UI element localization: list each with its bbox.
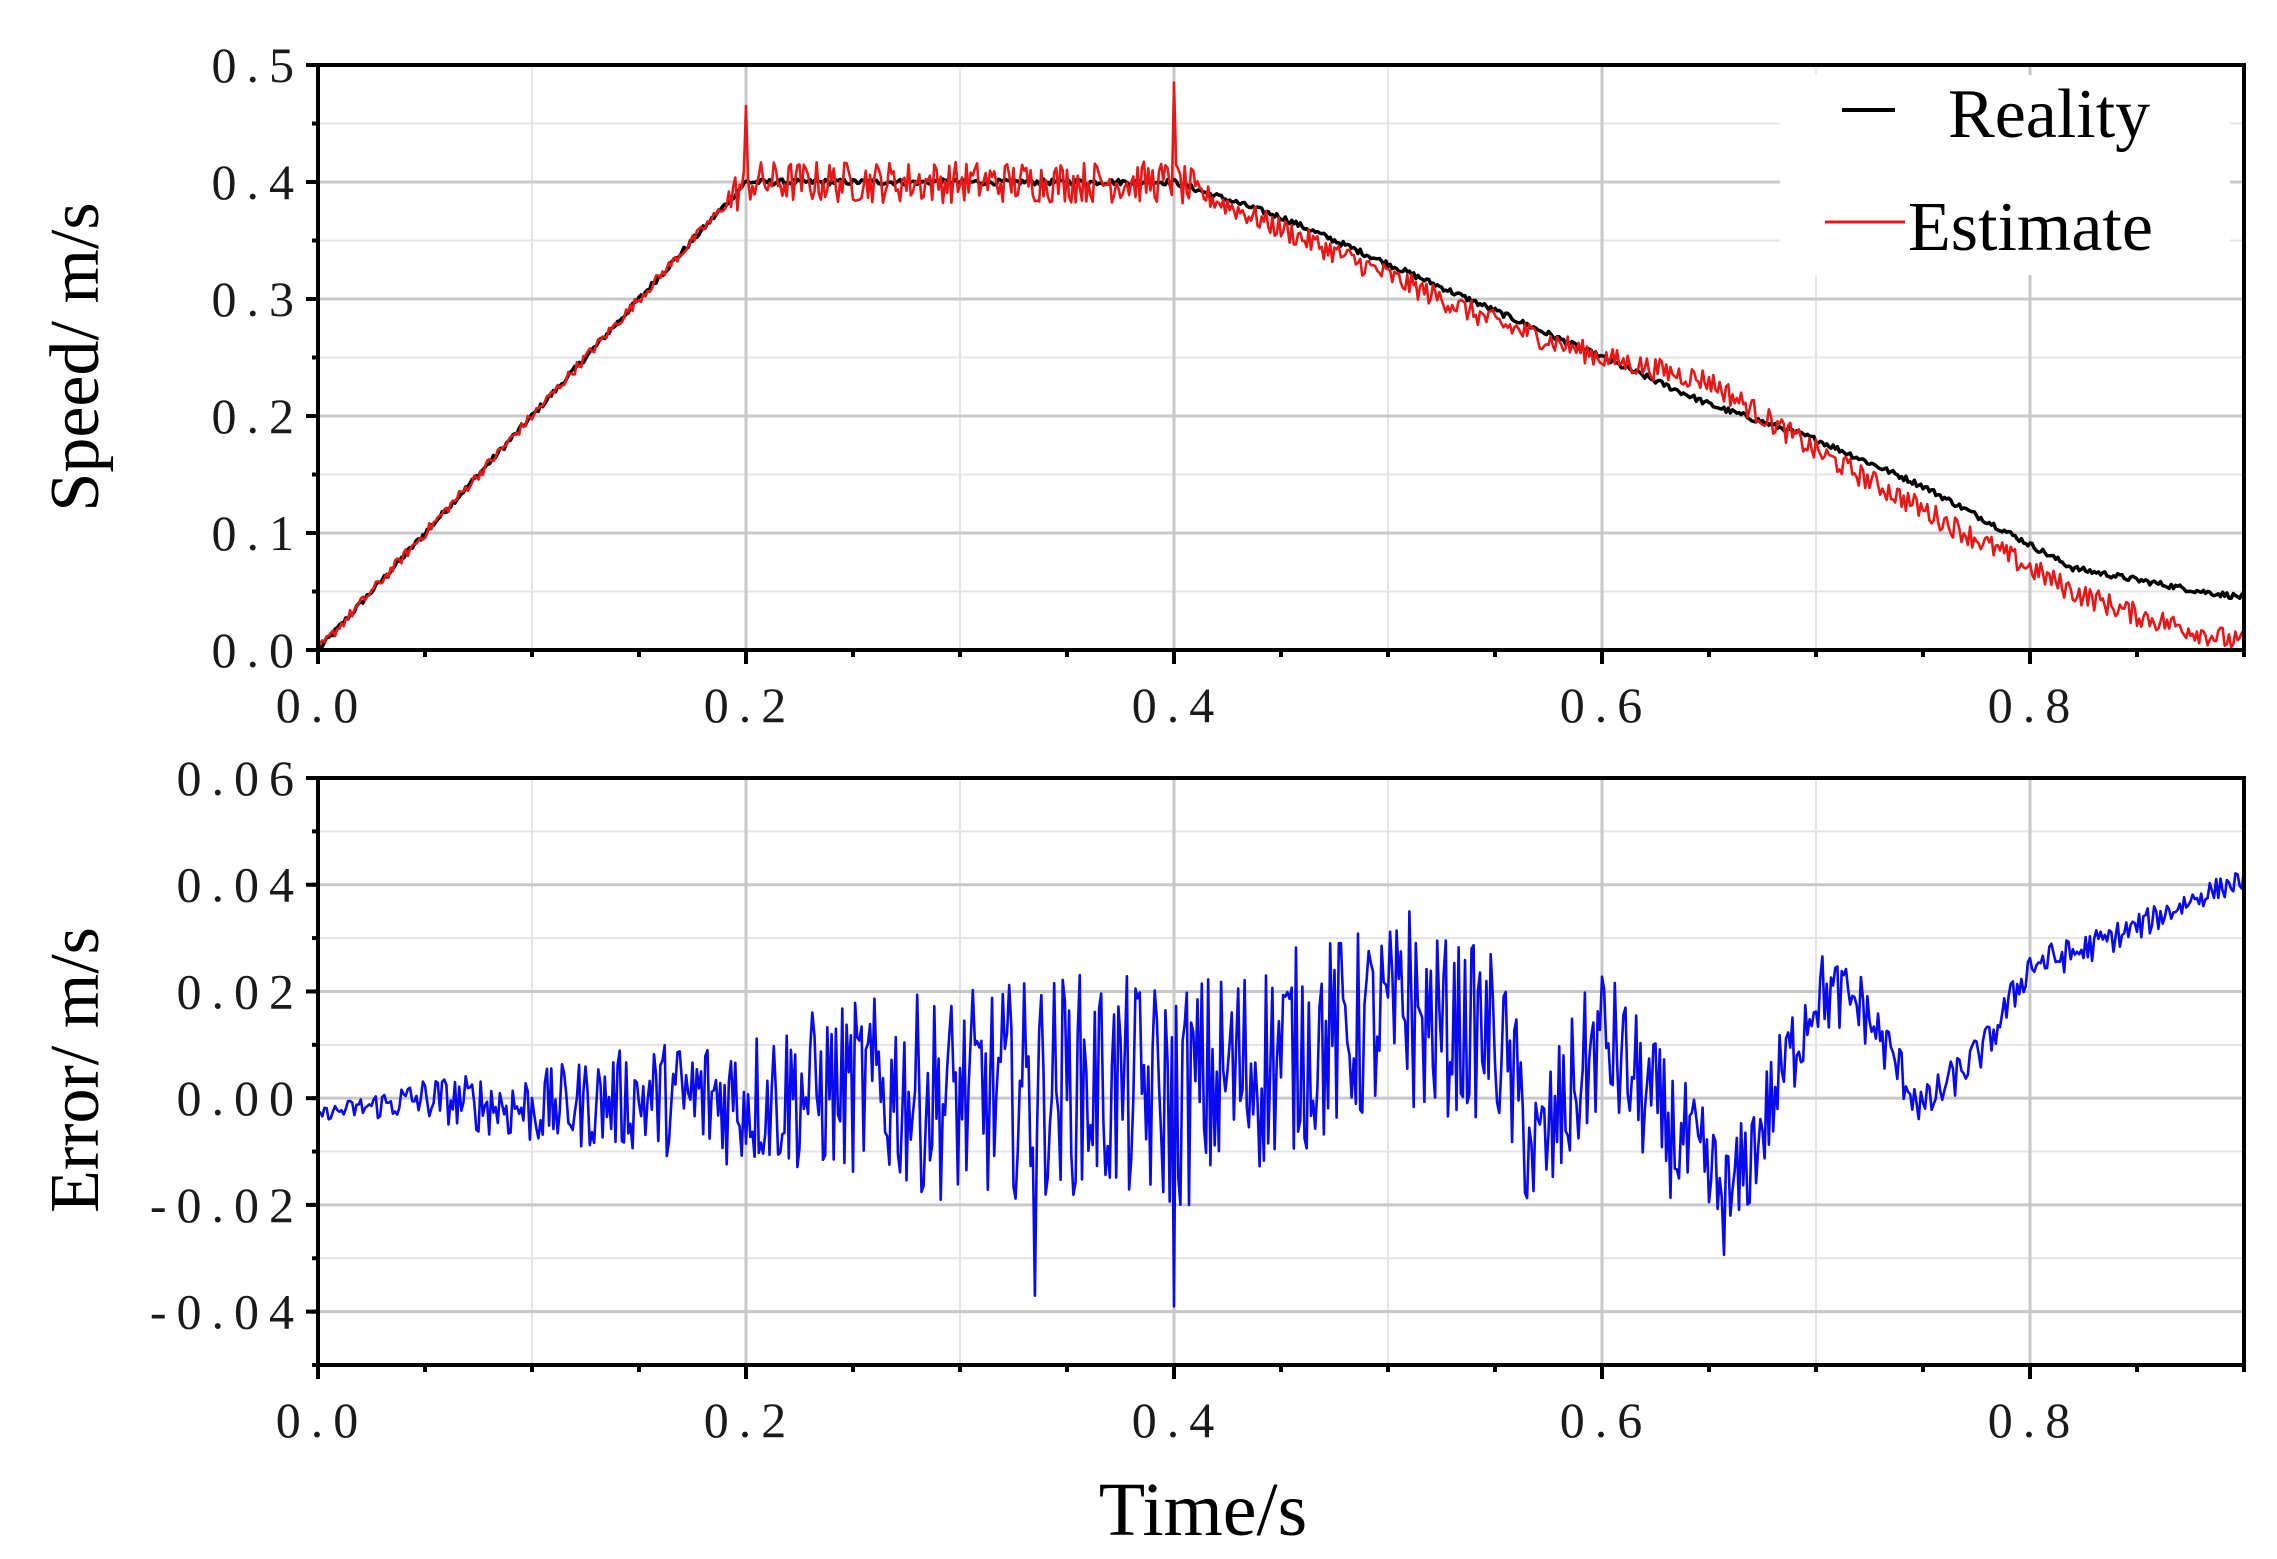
x-axis-label: Time/s (1099, 1468, 1307, 1552)
y-tick-label: 0.04 (177, 857, 305, 913)
y-tick-label: -0.04 (150, 1284, 304, 1340)
y-tick-label: 0.5 (212, 37, 305, 93)
error-series-layer (317, 868, 2246, 1308)
series-line-error (317, 868, 2246, 1308)
y-tick-label: 0.3 (212, 271, 305, 327)
x-tick-label: 0.6 (1560, 677, 1653, 733)
x-tick-label: 0.2 (704, 1392, 797, 1448)
y-tick-label: 0.2 (212, 388, 305, 444)
error-axis-ticks: -0.04 -0.02 0.00 0.02 0.04 0.06 0.0 0.2 0.4 0.6 0.… (150, 750, 2246, 1448)
speed-axis-ticks: 0.0 0.1 0.2 0.3 0.4 0.5 0.0 0.2 0.4 0.6 0.8 (212, 37, 2246, 733)
series-line-estimate (316, 81, 2246, 651)
legend-estimate-label: Estimate (1908, 189, 2153, 266)
y-tick-label: 0.1 (212, 505, 305, 561)
x-tick-label: 0.4 (1132, 677, 1225, 733)
x-tick-label: 0.2 (704, 677, 797, 733)
x-tick-label: 0.6 (1560, 1392, 1653, 1448)
x-tick-label: 0.0 (276, 1392, 369, 1448)
error-y-axis-label: Error/ m/s (37, 927, 114, 1213)
error-chart-panel: -0.04 -0.02 0.00 0.02 0.04 0.06 0.0 0.2 0.4 0.6 0.… (37, 750, 2246, 1448)
x-tick-label: 0.4 (1132, 1392, 1225, 1448)
y-tick-label: 0.00 (177, 1070, 305, 1126)
speed-series-layer (316, 81, 2246, 651)
series-line-reality (316, 177, 2246, 651)
x-tick-label: 0.0 (276, 677, 369, 733)
speed-chart-panel: 0.0 0.1 0.2 0.3 0.4 0.5 0.0 0.2 0.4 0.6 0.8 Speed/… (37, 37, 2246, 733)
y-tick-label: 0.06 (177, 750, 305, 806)
speed-y-axis-label: Speed/ m/s (37, 202, 114, 511)
x-tick-label: 0.8 (1988, 677, 2081, 733)
legend-reality-label: Reality (1948, 76, 2150, 153)
y-tick-label: 0.0 (212, 622, 305, 678)
y-tick-label: 0.02 (177, 963, 305, 1019)
y-tick-label: -0.02 (150, 1177, 304, 1233)
x-tick-label: 0.8 (1988, 1392, 2081, 1448)
y-tick-label: 0.4 (212, 154, 305, 210)
legend: Reality Estimate (1780, 75, 2230, 275)
